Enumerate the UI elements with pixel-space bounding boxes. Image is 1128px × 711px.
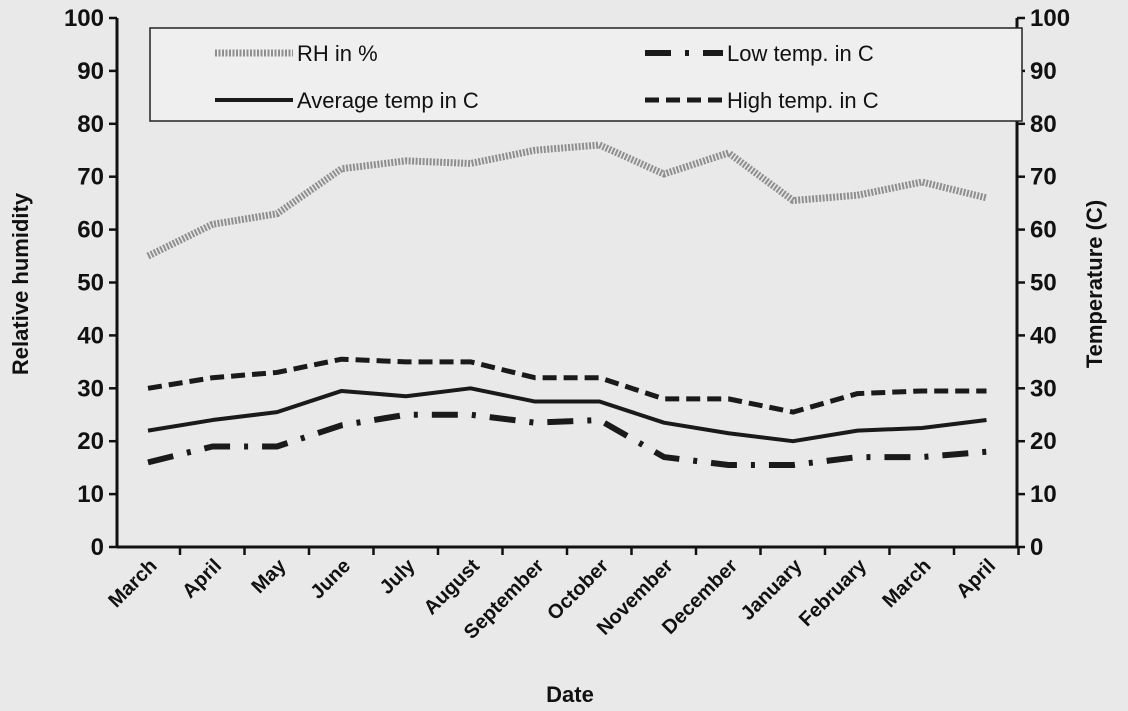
y2-axis-label: Temperature (C) bbox=[1082, 200, 1107, 368]
x-tick-label: April bbox=[952, 555, 1000, 603]
series-lines bbox=[146, 141, 988, 469]
x-tick-label: March bbox=[104, 555, 161, 612]
x-tick-label: June bbox=[306, 555, 355, 604]
y-tick-label: 40 bbox=[77, 322, 104, 349]
legend-label: Average temp in C bbox=[297, 88, 479, 113]
y2-tick-label: 60 bbox=[1030, 217, 1057, 244]
y-tick-label: 30 bbox=[77, 375, 104, 402]
y-tick-label: 70 bbox=[77, 164, 104, 191]
x-tick-label: March bbox=[878, 555, 935, 612]
y2-tick-label: 90 bbox=[1030, 58, 1057, 85]
y-tick-label: 10 bbox=[77, 481, 104, 508]
legend-label: High temp. in C bbox=[727, 88, 879, 113]
x-tick-label: July bbox=[376, 554, 420, 598]
y-tick-label: 100 bbox=[64, 5, 104, 32]
legend-box bbox=[149, 27, 1023, 122]
x-tick-label: August bbox=[420, 555, 485, 620]
y2-tick-label: 80 bbox=[1030, 111, 1057, 138]
x-axis-label: Date bbox=[546, 682, 594, 707]
y-tick-label: 80 bbox=[77, 111, 104, 138]
y2-tick-label: 50 bbox=[1030, 270, 1057, 297]
y-tick-label: 60 bbox=[77, 217, 104, 244]
x-tick-label: February bbox=[795, 554, 872, 631]
legend-label: RH in % bbox=[297, 41, 378, 66]
y-tick-label: 20 bbox=[77, 428, 104, 455]
series-line-2 bbox=[147, 411, 987, 469]
y-tick-label: 0 bbox=[91, 534, 104, 561]
x-tick-label: May bbox=[247, 554, 291, 598]
y2-tick-label: 40 bbox=[1030, 322, 1057, 349]
series-line-3 bbox=[147, 386, 987, 444]
y2-tick-label: 100 bbox=[1030, 5, 1070, 32]
y-tick-label: 90 bbox=[77, 58, 104, 85]
y2-tick-label: 10 bbox=[1030, 481, 1057, 508]
legend-label: Low temp. in C bbox=[727, 41, 874, 66]
y2-tick-label: 20 bbox=[1030, 428, 1057, 455]
y2-tick-label: 0 bbox=[1030, 534, 1043, 561]
legend: RH in % Low temp. in C Average temp in C Hi… bbox=[149, 27, 1023, 122]
y2-tick-label: 70 bbox=[1030, 164, 1057, 191]
series-line-1 bbox=[146, 141, 988, 260]
y2-tick-label: 30 bbox=[1030, 375, 1057, 402]
series-line-4 bbox=[147, 356, 987, 415]
y-axis-label: Relative humidity bbox=[8, 192, 33, 375]
x-tick-label: April bbox=[178, 555, 226, 603]
y-tick-label: 50 bbox=[77, 270, 104, 297]
